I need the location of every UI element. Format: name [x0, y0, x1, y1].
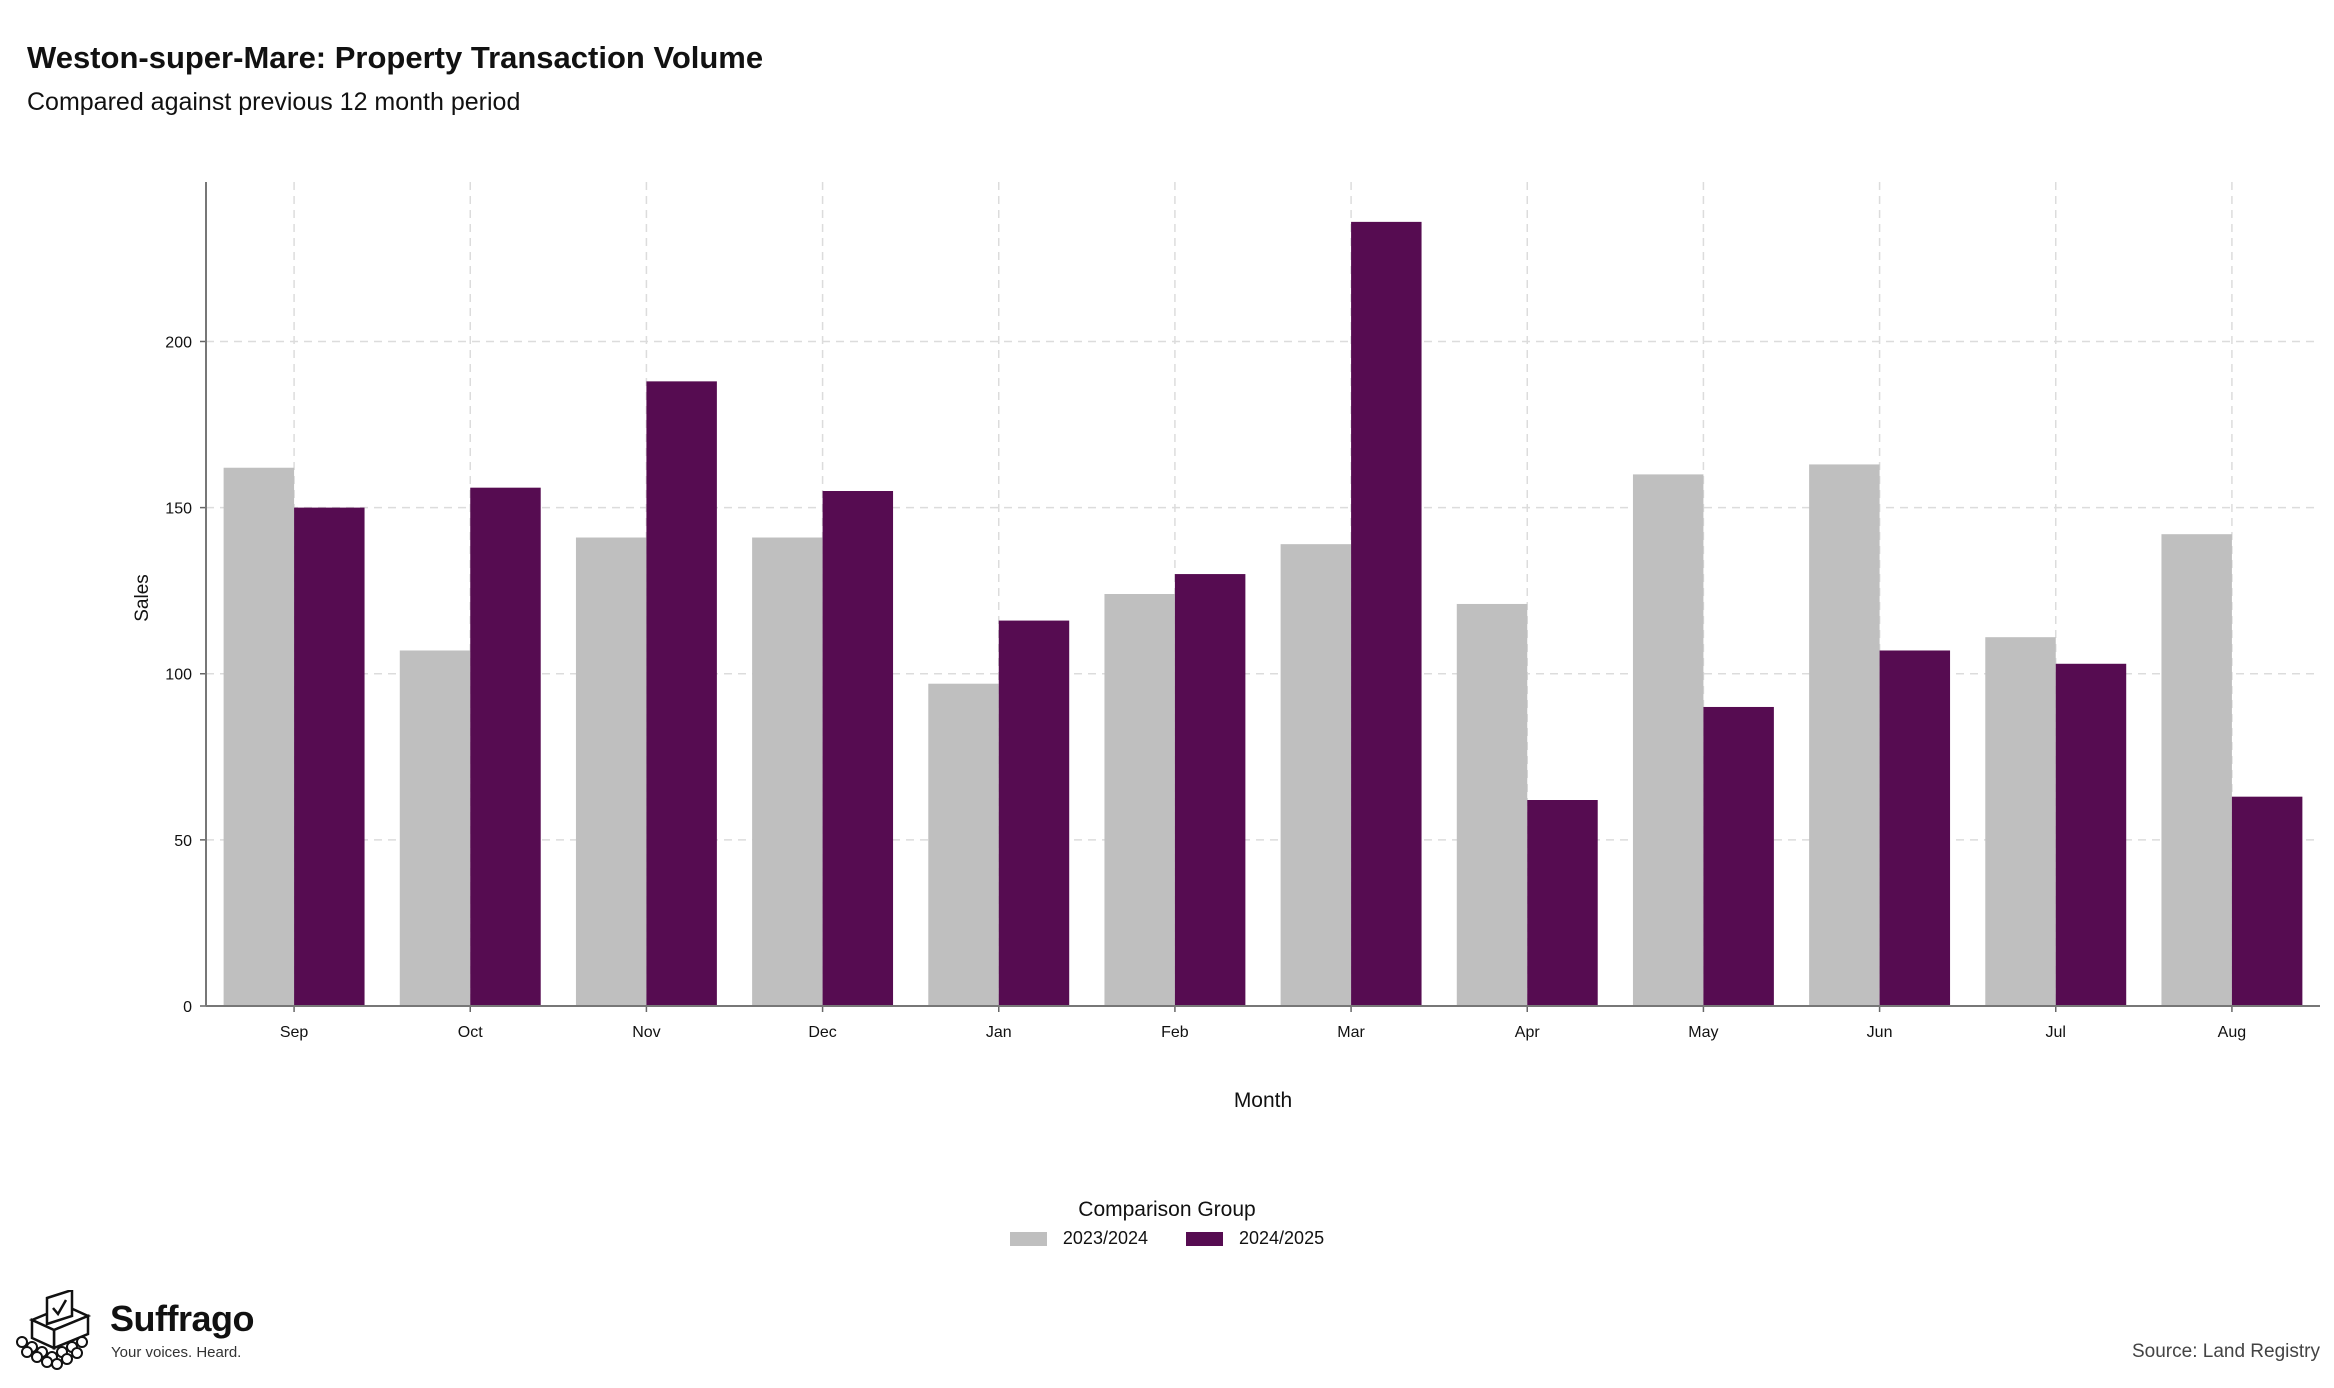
- x-tick-label: Oct: [458, 1024, 483, 1041]
- legend-label-2024-2025: 2024/2025: [1239, 1228, 1325, 1248]
- bar-2024-2025-jan: [998, 620, 1070, 1006]
- bar-2023-2024-mar: [1280, 544, 1352, 1006]
- y-tick-label: 0: [183, 999, 192, 1016]
- x-tick-label: Mar: [1337, 1024, 1365, 1041]
- bar-2024-2025-jun: [1879, 650, 1951, 1006]
- x-tick-label: Aug: [2218, 1024, 2246, 1041]
- ballot-box-icon: [16, 1290, 92, 1370]
- x-axis-label: Month: [1234, 1089, 1292, 1112]
- bar-2024-2025-feb: [1174, 574, 1246, 1006]
- bar-2023-2024-jan: [928, 683, 999, 1006]
- bar-2023-2024-jun: [1809, 464, 1880, 1007]
- bar-2024-2025-nov: [646, 381, 717, 1006]
- legend-swatch-2024-2025: [1186, 1231, 1223, 1246]
- x-tick-label: Jun: [1867, 1024, 1893, 1041]
- axes: 0 50 100 150 200 Sep Oct Nov Dec Jan Feb Mar Apr May J…: [165, 182, 2320, 1041]
- bar-2023-2024-oct: [399, 650, 471, 1006]
- bar-2023-2024-feb: [1104, 594, 1175, 1006]
- bar-2024-2025-dec: [822, 491, 894, 1006]
- bar-2023-2024-may: [1632, 474, 1704, 1006]
- legend-item-2024-2025: 2024/2025: [1186, 1228, 1324, 1249]
- bar-2024-2025-oct: [470, 487, 541, 1006]
- chart-title: Weston-super-Mare: Property Transaction …: [27, 40, 764, 75]
- legend-item-2023-2024: 2023/2024: [1009, 1228, 1148, 1249]
- legend: Comparison Group 2023/2024 2024/2025: [0, 1198, 2334, 1251]
- x-tick-label: May: [1688, 1024, 1718, 1041]
- bar-2024-2025-mar: [1351, 221, 1422, 1006]
- bar-2024-2025-apr: [1527, 800, 1598, 1006]
- chart-subtitle: Compared against previous 12 month perio…: [27, 88, 521, 116]
- bars: [223, 221, 2303, 1007]
- y-tick-label: 150: [165, 501, 192, 518]
- x-tick-label: Jan: [986, 1024, 1012, 1041]
- legend-label-2023-2024: 2023/2024: [1062, 1228, 1148, 1248]
- bar-chart: 0 50 100 150 200 Sep Oct Nov Dec Jan Feb Mar Apr May J…: [132, 182, 2320, 1112]
- bar-2023-2024-nov: [575, 537, 647, 1006]
- bar-2024-2025-sep: [294, 507, 365, 1006]
- brand-tagline: Your voices. Heard.: [111, 1344, 242, 1361]
- bar-2024-2025-aug: [2231, 796, 2303, 1006]
- bar-2024-2025-jul: [2055, 663, 2127, 1006]
- legend-title: Comparison Group: [1078, 1198, 1256, 1221]
- y-tick-label: 200: [165, 334, 192, 351]
- x-tick-label: Apr: [1515, 1024, 1541, 1041]
- bar-2023-2024-sep: [223, 467, 295, 1006]
- x-tick-label: Jul: [2046, 1024, 2066, 1041]
- y-tick-label: 100: [165, 667, 192, 684]
- x-tick-label: Feb: [1161, 1024, 1189, 1041]
- x-tick-label: Nov: [632, 1024, 660, 1041]
- bar-2024-2025-may: [1703, 706, 1774, 1006]
- x-tick-label: Dec: [808, 1024, 836, 1041]
- bar-2023-2024-aug: [2161, 534, 2232, 1006]
- bar-2023-2024-jul: [1985, 637, 2056, 1006]
- brand-name: Suffrago: [110, 1298, 255, 1339]
- bar-2023-2024-dec: [752, 537, 823, 1006]
- source-note: Source: Land Registry: [2132, 1341, 2320, 1362]
- y-axis-label: Sales: [132, 574, 153, 622]
- y-tick-label: 50: [174, 833, 192, 850]
- legend-swatch-2023-2024: [1009, 1231, 1047, 1246]
- x-tick-label: Sep: [280, 1024, 309, 1041]
- bar-2023-2024-apr: [1456, 603, 1528, 1006]
